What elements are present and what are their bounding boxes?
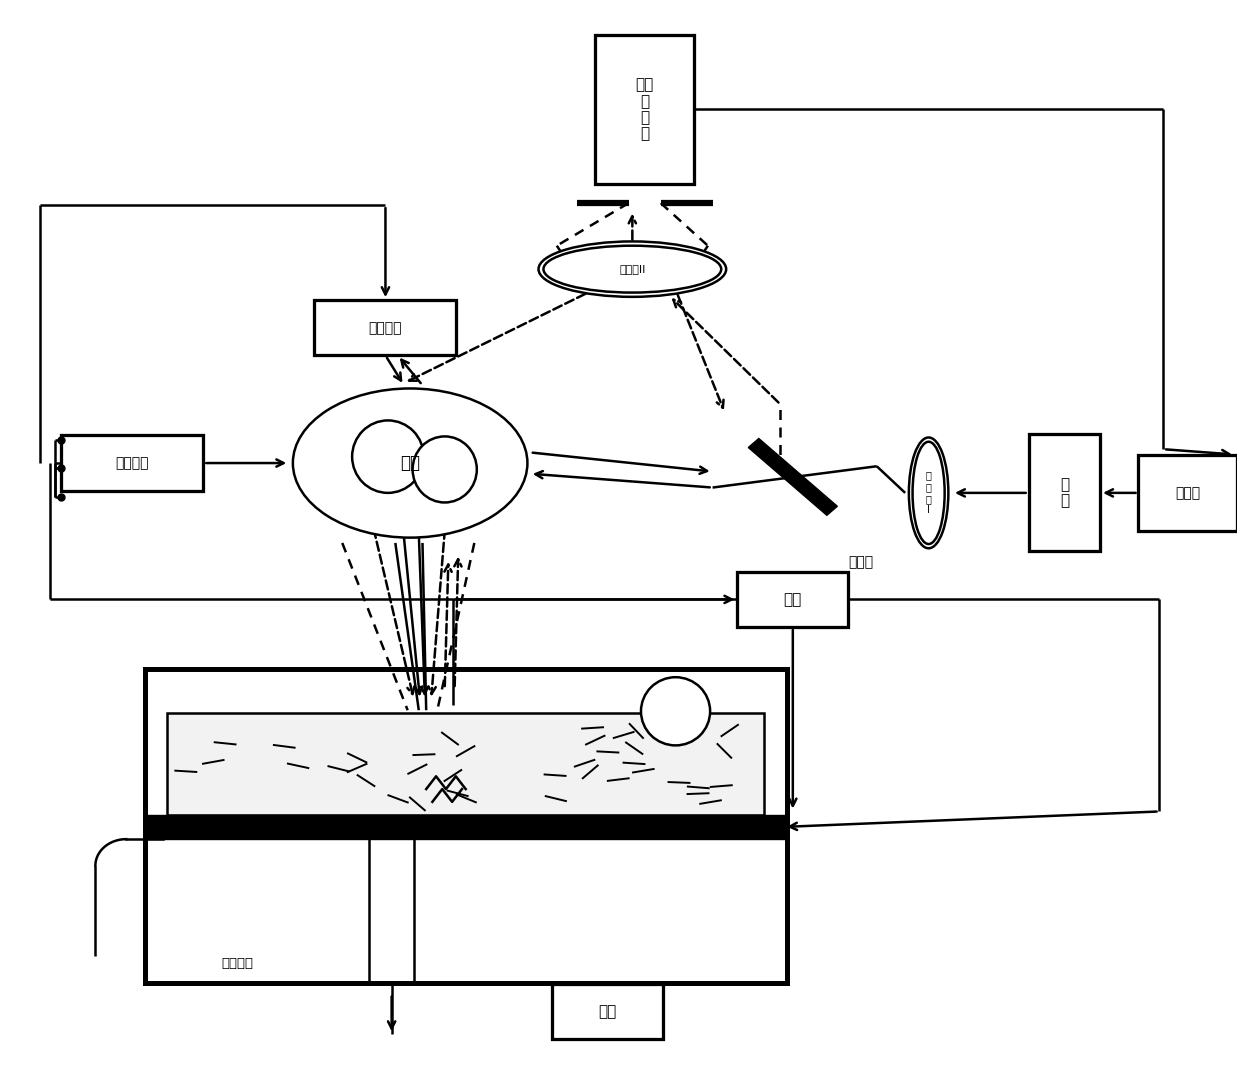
Bar bbox=[1029, 434, 1100, 552]
Text: 光
闸: 光 闸 bbox=[1060, 478, 1069, 509]
Ellipse shape bbox=[913, 441, 945, 544]
Ellipse shape bbox=[538, 241, 727, 297]
Bar bbox=[552, 984, 663, 1040]
Bar bbox=[315, 300, 456, 356]
Text: 聚焦镜II: 聚焦镜II bbox=[619, 265, 646, 274]
Text: 分光镜: 分光镜 bbox=[848, 555, 873, 569]
Ellipse shape bbox=[293, 389, 527, 538]
Text: 红外
探
测
仪: 红外 探 测 仪 bbox=[636, 77, 653, 141]
Text: 振镜: 振镜 bbox=[401, 454, 420, 472]
Text: 激光器: 激光器 bbox=[1176, 486, 1200, 500]
Ellipse shape bbox=[413, 436, 477, 502]
Bar bbox=[62, 435, 203, 491]
Ellipse shape bbox=[352, 421, 424, 493]
Text: 电机: 电机 bbox=[599, 1005, 616, 1020]
Bar bbox=[1138, 454, 1238, 531]
Text: 控制电机: 控制电机 bbox=[368, 320, 402, 335]
Text: 控制电机: 控制电机 bbox=[115, 456, 149, 470]
Polygon shape bbox=[748, 438, 837, 515]
Bar bbox=[738, 572, 848, 628]
Ellipse shape bbox=[641, 677, 711, 745]
Text: 控温装置: 控温装置 bbox=[221, 957, 253, 970]
Text: 主机: 主机 bbox=[784, 592, 802, 607]
Bar bbox=[145, 815, 786, 840]
Text: 聚
焦
镜
I: 聚 焦 镜 I bbox=[926, 470, 931, 515]
Ellipse shape bbox=[543, 245, 722, 292]
Bar bbox=[167, 713, 764, 815]
Bar bbox=[145, 668, 786, 983]
Bar bbox=[595, 34, 694, 184]
Ellipse shape bbox=[909, 437, 949, 548]
